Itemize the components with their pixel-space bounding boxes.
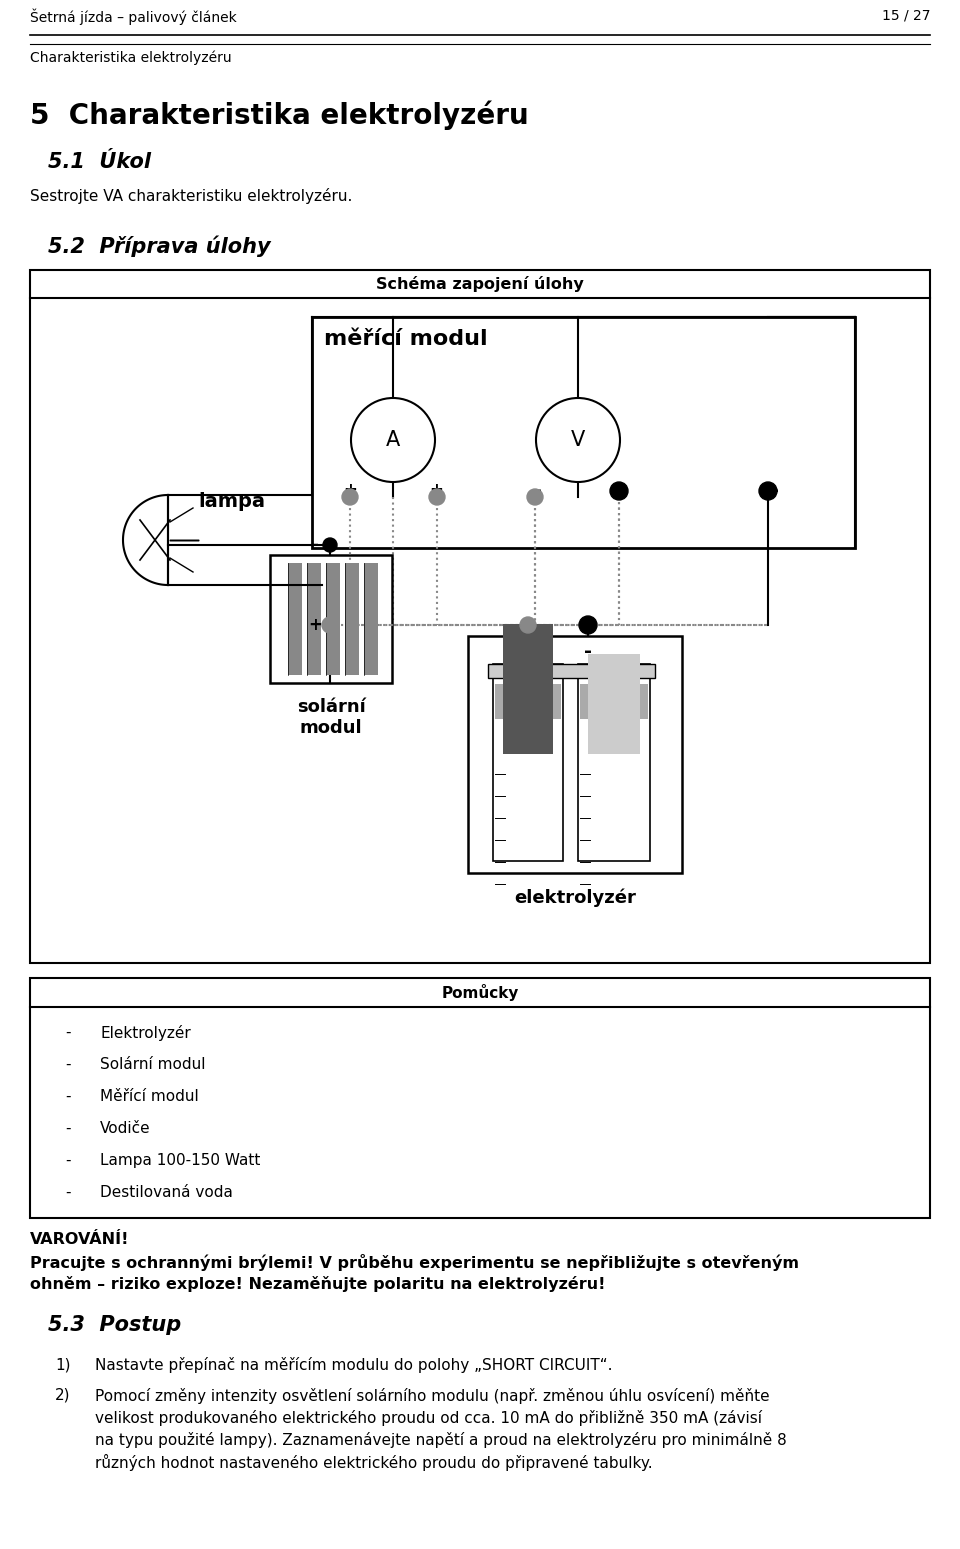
Text: Pracujte s ochrannými brýlemi! V průběhu experimentu se nepřibližujte s otevřený: Pracujte s ochrannými brýlemi! V průběhu… [30,1255,799,1272]
Circle shape [322,617,338,634]
Bar [364,562,378,675]
Text: -: - [65,1089,70,1104]
Text: A: A [386,431,400,451]
Text: +: + [519,641,537,660]
Text: Nastavte přepínač na měřícím modulu do polohy „SHORT CIRCUIT“.: Nastavte přepínač na měřícím modulu do p… [95,1357,612,1372]
Text: Destilovaná voda: Destilovaná voda [100,1185,233,1200]
Text: -: - [65,1056,70,1072]
Text: Schéma zapojení úlohy: Schéma zapojení úlohy [376,276,584,293]
Bar [588,654,640,754]
Text: Měřící modul: Měřící modul [100,1089,199,1104]
Text: na typu použité lampy). Zaznamenávejte napětí a proud na elektrolyzéru pro minim: na typu použité lampy). Zaznamenávejte n… [95,1431,787,1448]
Text: Vodiče: Vodiče [100,1121,151,1135]
Text: 15 / 27: 15 / 27 [881,8,930,22]
Circle shape [342,489,358,505]
Text: -: - [65,1185,70,1200]
Text: -: - [65,1152,70,1168]
Text: solární
modul: solární modul [297,699,366,737]
Text: Elektrolyzér: Elektrolyzér [100,1025,191,1041]
Text: 5.2  Příprava úlohy: 5.2 Příprava úlohy [48,235,271,257]
Circle shape [759,482,777,500]
Bar [312,318,855,548]
Text: -: - [584,641,592,660]
Text: lampa: lampa [198,493,265,511]
Text: Šetrná jízda – palivový článek: Šetrná jízda – palivový článek [30,8,237,25]
Bar [578,665,650,861]
Text: ohněm – riziko exploze! Nezaměňujte polaritu na elektrolyzéru!: ohněm – riziko exploze! Nezaměňujte pola… [30,1276,606,1292]
Bar [493,665,563,861]
Bar [488,665,655,678]
Bar [270,555,392,683]
Text: různých hodnot nastaveného elektrického proudu do připravené tabulky.: různých hodnot nastaveného elektrického … [95,1455,653,1472]
Circle shape [520,617,536,634]
Bar [307,562,321,675]
Bar [503,624,553,754]
Text: +: + [429,482,443,499]
Bar [288,562,302,675]
Text: Pomocí změny intenzity osvětlení solárního modulu (např. změnou úhlu osvícení) m: Pomocí změny intenzity osvětlení solární… [95,1388,770,1403]
Text: 1): 1) [55,1357,70,1372]
Text: Sestrojte VA charakteristiku elektrolyzéru.: Sestrojte VA charakteristiku elektrolyzé… [30,187,352,204]
Text: V: V [571,431,586,451]
Text: 5.3  Postup: 5.3 Postup [48,1315,181,1335]
Text: měřící modul: měřící modul [324,328,488,349]
Circle shape [323,538,337,551]
Text: -: - [771,480,779,499]
Bar [580,685,648,719]
Text: velikost produkovaného elektrického proudu od cca. 10 mA do přibližně 350 mA (zá: velikost produkovaného elektrického prou… [95,1410,762,1427]
Text: Charakteristika elektrolyzéru: Charakteristika elektrolyzéru [30,50,231,65]
Text: elektrolyzér: elektrolyzér [514,888,636,906]
Text: -: - [534,480,542,499]
Text: Pomůcky: Pomůcky [442,984,518,1001]
Text: -: - [312,536,319,555]
Bar [495,685,561,719]
Bar [30,977,930,1218]
Text: 2): 2) [55,1388,70,1403]
Text: VAROVÁNÍ!: VAROVÁNÍ! [30,1231,130,1247]
Circle shape [610,482,628,500]
Text: +: + [343,482,357,499]
Bar [345,562,359,675]
Circle shape [579,617,597,634]
Text: Solární modul: Solární modul [100,1056,205,1072]
Circle shape [351,398,435,482]
Bar [468,637,682,874]
Text: -: - [65,1121,70,1135]
Text: -: - [65,1025,70,1039]
Circle shape [429,489,445,505]
Text: 5  Charakteristika elektrolyzéru: 5 Charakteristika elektrolyzéru [30,101,529,130]
Text: +: + [308,617,322,634]
Bar [326,562,340,675]
Bar [30,270,930,963]
Text: 5.1  Úkol: 5.1 Úkol [48,152,151,172]
Circle shape [536,398,620,482]
Text: Lampa 100-150 Watt: Lampa 100-150 Watt [100,1152,260,1168]
Circle shape [527,489,543,505]
